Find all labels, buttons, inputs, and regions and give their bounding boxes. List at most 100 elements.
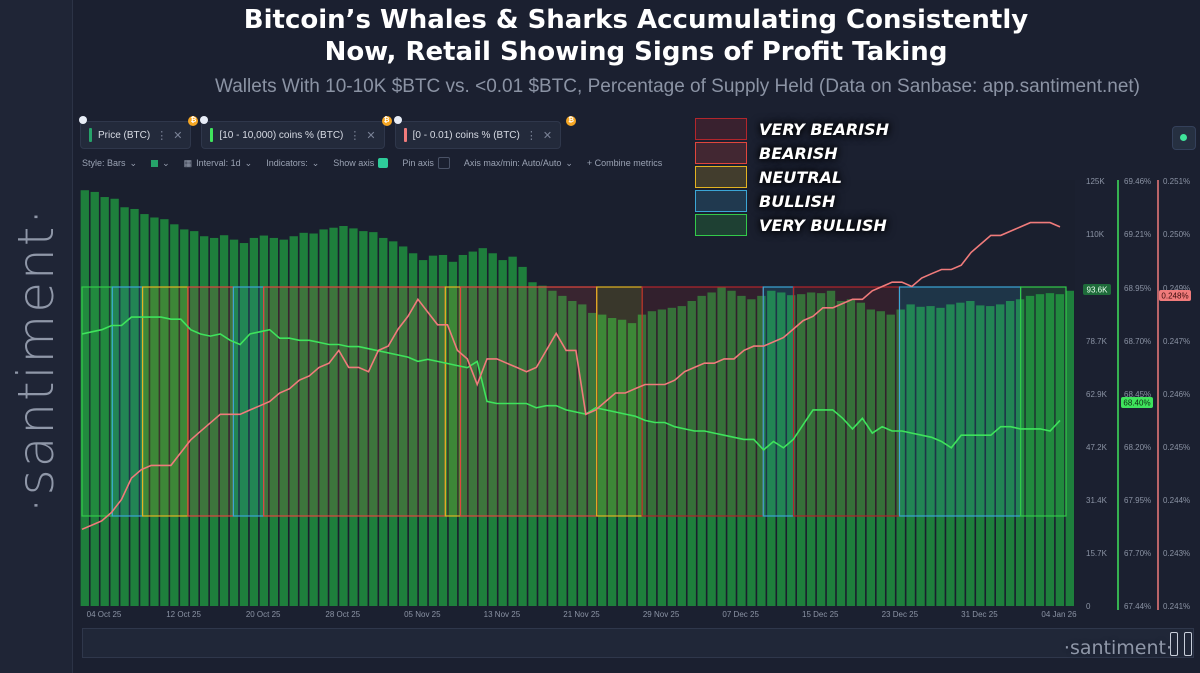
x-axis-tick: 31 Dec 25	[961, 610, 998, 619]
price-bar	[966, 300, 975, 606]
more-menu-icon[interactable]: ⋮	[156, 129, 168, 142]
metric-label: Price (BTC)	[98, 129, 151, 141]
price-bar	[816, 293, 826, 606]
retail-axis-tick: 0.243%	[1163, 549, 1190, 558]
price-bar	[289, 236, 298, 606]
page-title: Bitcoin’s Whales & Sharks Accumulating C…	[72, 4, 1200, 68]
style-dropdown[interactable]: Style: Bars ⌄	[82, 158, 137, 169]
legend-swatch	[695, 142, 747, 164]
whales-line	[81, 316, 1061, 452]
price-bar	[249, 237, 259, 606]
x-axis-tick: 21 Nov 25	[563, 610, 600, 619]
sentiment-zone	[187, 286, 234, 517]
price-bar	[170, 224, 179, 606]
price-axis-tick: 47.2K	[1086, 443, 1108, 452]
price-bar	[767, 290, 776, 606]
price-bar	[438, 254, 448, 606]
price-bar	[996, 304, 1005, 606]
price-bar	[359, 231, 368, 606]
price-bar	[578, 304, 587, 606]
price-bar	[299, 232, 308, 606]
navigator-handle-right[interactable]	[1184, 632, 1192, 656]
price-bar	[110, 198, 119, 606]
x-axis-tick: 07 Dec 25	[722, 610, 759, 619]
price-bar	[329, 227, 338, 606]
price-bar	[90, 191, 99, 607]
price-bar	[100, 197, 109, 607]
interval-label: Interval: 1d	[196, 158, 241, 168]
price-bar	[926, 306, 935, 606]
whales-axis-tick: 68.70%	[1124, 337, 1151, 346]
price-bar	[339, 226, 348, 606]
sentiment-zone	[898, 286, 1022, 517]
combine-metrics-button[interactable]: + Combine metrics	[587, 158, 662, 168]
calendar-icon: ▦	[183, 157, 193, 168]
sentiment-zone	[459, 286, 598, 517]
chart-toolbar: Style: Bars ⌄ ⌄ ▦ Interval: 1d ⌄ Indicat…	[82, 156, 662, 170]
x-axis-tick: 29 Nov 25	[643, 610, 680, 619]
show-axis-toggle[interactable]: Show axis	[333, 158, 389, 168]
legend-item-bullish: BULLISH	[695, 190, 835, 212]
color-dropdown[interactable]: ⌄	[151, 158, 170, 169]
title-line-1: Bitcoin’s Whales & Sharks Accumulating C…	[243, 5, 1029, 35]
checkbox-unchecked-icon[interactable]	[437, 157, 450, 169]
price-bar	[389, 241, 398, 606]
navigator-handle-left[interactable]	[1170, 632, 1178, 656]
chart-navigator[interactable]	[82, 628, 1194, 658]
more-menu-icon[interactable]: ⋮	[349, 129, 361, 142]
price-bar	[1045, 293, 1055, 606]
price-bar	[468, 251, 477, 606]
price-bar	[747, 299, 756, 606]
checkbox-checked-icon[interactable]	[378, 158, 389, 168]
santiment-watermark: ·santiment·	[1063, 637, 1172, 659]
chevron-down-icon: ⌄	[244, 157, 253, 168]
price-bar	[976, 305, 985, 606]
metric-chip-price[interactable]: Price (BTC) ⋮ ✕	[79, 116, 192, 149]
price-badge: 93.6K	[1087, 286, 1109, 295]
x-axis-tick: 28 Oct 25	[325, 610, 360, 619]
price-bar	[916, 306, 925, 606]
close-icon[interactable]: ✕	[366, 129, 376, 142]
more-menu-icon[interactable]: ⋮	[525, 129, 537, 142]
whales-badge: 68.40%	[1123, 399, 1150, 408]
metric-color-swatch	[210, 128, 214, 142]
price-bar	[160, 219, 169, 606]
metric-label: [0 - 0.01) coins % (BTC)	[412, 129, 520, 141]
indicators-dropdown[interactable]: Indicators: ⌄	[266, 158, 319, 169]
price-bar	[279, 239, 288, 606]
pin-axis-label: Pin axis	[402, 158, 434, 168]
price-bar	[866, 309, 875, 606]
price-bar	[448, 261, 458, 606]
price-bar	[697, 295, 706, 606]
x-axis-tick: 04 Oct 25	[87, 610, 122, 619]
metric-chip-whales[interactable]: ₿ [10 - 10,000) coins % (BTC) ⋮ ✕	[188, 116, 385, 149]
price-bar	[408, 253, 418, 606]
price-bar	[229, 239, 239, 606]
price-bar	[896, 309, 905, 606]
interval-dropdown[interactable]: ▦ Interval: 1d ⌄	[184, 158, 253, 169]
whales-badge-bg	[1121, 397, 1153, 408]
retail-axis-tick: 0.250%	[1163, 230, 1190, 239]
x-axis-tick: 05 Nov 25	[404, 610, 441, 619]
price-bar	[1005, 300, 1015, 606]
metric-chip-retail[interactable]: ₿ [0 - 0.01) coins % (BTC) ⋮ ✕ ₿	[381, 116, 577, 149]
axis-minmax-dropdown[interactable]: Axis max/min: Auto/Auto ⌄	[464, 158, 573, 169]
whales-axis-tick: 68.45%	[1124, 390, 1151, 399]
pin-axis-toggle[interactable]: Pin axis	[402, 157, 450, 169]
whales-axis-tick: 68.20%	[1124, 443, 1151, 452]
close-icon[interactable]: ✕	[542, 129, 553, 142]
price-bar	[488, 253, 497, 606]
settings-toggle-button[interactable]	[1172, 126, 1196, 150]
legend-item-very-bearish: VERY BEARISH	[695, 118, 889, 140]
retail-axis-tick: 0.249%	[1163, 284, 1190, 293]
chevron-down-icon: ⌄	[311, 157, 320, 168]
price-bar	[777, 292, 786, 606]
close-icon[interactable]: ✕	[173, 129, 183, 142]
price-badge-bg	[1083, 284, 1111, 295]
retail-axis-tick: 0.247%	[1163, 337, 1190, 346]
chevron-down-icon: ⌄	[565, 157, 573, 168]
price-bar	[797, 294, 806, 606]
legend-label: BEARISH	[759, 143, 838, 163]
x-axis-tick: 12 Oct 25	[166, 610, 201, 619]
